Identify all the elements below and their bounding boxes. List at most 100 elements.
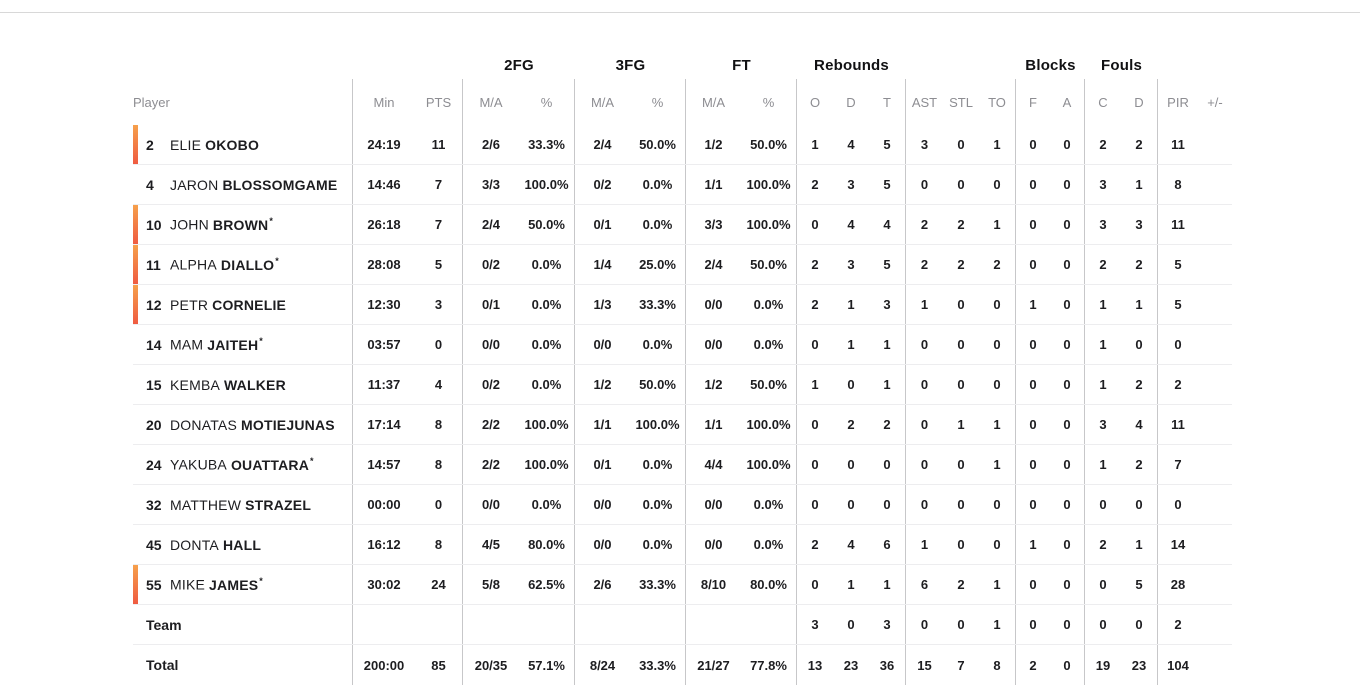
stat-cell-reb-t: 1 xyxy=(869,365,906,404)
stat-cell-pts: 24 xyxy=(415,565,463,604)
stat-cell-pir: 5 xyxy=(1174,257,1182,272)
stat-cell-stl: 7 xyxy=(957,657,965,673)
stat-cell-reb-d: 1 xyxy=(847,337,855,352)
player-name: ALPHA DIALLO* xyxy=(170,256,279,273)
stat-cell-2fg-ma: 0/0 xyxy=(481,337,501,352)
stat-cell-ft-pct: 50.0% xyxy=(741,125,797,164)
row-label-cell: Total xyxy=(133,645,353,685)
stat-cell-reb-o: 2 xyxy=(811,297,819,312)
player-cell: 20 DONATAS MOTIEJUNAS xyxy=(133,405,353,444)
stat-cell-plusminus xyxy=(1198,125,1232,164)
stat-cell-2fg-pct: 0.0% xyxy=(519,485,575,524)
stat-cell-pir: 104 xyxy=(1167,657,1189,673)
stat-cell-ft-pct: 80.0% xyxy=(741,565,797,604)
stat-cell-reb-t: 5 xyxy=(869,245,906,284)
stat-cell-ft-ma: 1/1 xyxy=(704,177,723,192)
stat-cell-blk-f: 2 xyxy=(1029,657,1037,673)
stat-cell-2fg-ma: 20/35 xyxy=(474,657,508,673)
stat-cell-blk-a: 0 xyxy=(1050,325,1085,364)
stat-cell-ft-ma: 2/4 xyxy=(704,257,723,272)
col-header-2fg-pct: % xyxy=(519,79,575,125)
stat-cell-ast: 0 xyxy=(920,417,929,432)
player-cell: 2 ELIE OKOBO xyxy=(133,125,353,164)
stat-cell-pir: 2 xyxy=(1174,617,1182,632)
stat-cell-ft-pct: 0.0% xyxy=(741,285,797,324)
on-court-indicator xyxy=(133,125,138,164)
player-cell: 11 ALPHA DIALLO* xyxy=(133,245,353,284)
stat-cell-blk-a: 0 xyxy=(1050,245,1085,284)
stat-cell-to: 1 xyxy=(979,565,1016,604)
player-row: 15 KEMBA WALKER 11:37 4 0/2 0.0% 1/2 50.0% 1/2 50.… xyxy=(133,365,1232,405)
stat-cell-blk-a: 0 xyxy=(1050,645,1085,685)
stat-cell-stl: 0 xyxy=(957,537,965,552)
stat-cell-pts: 0 xyxy=(415,485,463,524)
stat-cell-pir: 11 xyxy=(1171,417,1185,432)
stat-cell-foul-c: 2 xyxy=(1099,537,1107,552)
stat-cell-blk-f: 0 xyxy=(1029,497,1037,512)
col-header-to: TO xyxy=(979,79,1016,125)
stat-cell-ast: 0 xyxy=(920,497,929,512)
stat-cell-2fg-pct: 0.0% xyxy=(519,325,575,364)
stat-cell-ast: 0 xyxy=(920,177,929,192)
on-court-indicator xyxy=(133,565,138,604)
stat-cell-3fg-ma: 1/1 xyxy=(593,417,612,432)
stat-cell-reb-o: 0 xyxy=(811,577,819,592)
stat-cell-reb-d: 0 xyxy=(847,617,855,632)
stat-cell-blk-f: 0 xyxy=(1029,337,1037,352)
stat-cell-pir: 14 xyxy=(1170,537,1186,552)
stat-cell-pts: 5 xyxy=(415,245,463,284)
stat-cell-pts: 3 xyxy=(415,285,463,324)
stat-cell-ast: 1 xyxy=(920,537,929,552)
stat-cell-foul-d: 3 xyxy=(1121,205,1158,244)
stat-cell-foul-c: 3 xyxy=(1099,177,1107,192)
stat-cell-2fg-pct xyxy=(519,605,575,644)
stat-cell-reb-t: 6 xyxy=(869,525,906,564)
starter-mark: * xyxy=(310,456,314,467)
stat-cell-plusminus xyxy=(1198,605,1232,644)
player-row: 32 MATTHEW STRAZEL 00:00 0 0/0 0.0% 0/0 0.0% 0/0 0… xyxy=(133,485,1232,525)
stat-cell-reb-o: 0 xyxy=(811,457,819,472)
stat-cell-ast: 6 xyxy=(920,577,929,592)
stat-cell-blk-a: 0 xyxy=(1050,405,1085,444)
stat-cell-3fg-ma: 0/2 xyxy=(593,177,612,192)
stat-cell-to: 1 xyxy=(979,445,1016,484)
stat-cell-to: 0 xyxy=(979,485,1016,524)
col-header-reb-o: O xyxy=(809,94,821,110)
col-header-reb-d: D xyxy=(846,94,856,110)
player-row: 11 ALPHA DIALLO* 28:08 5 0/2 0.0% 1/4 25.0% 2/4 50… xyxy=(133,245,1232,285)
stat-cell-3fg-pct: 33.3% xyxy=(630,565,686,604)
on-court-indicator xyxy=(133,205,138,244)
col-header-ast: AST xyxy=(911,94,938,110)
stat-cell-2fg-ma: 2/2 xyxy=(481,417,501,432)
stat-cell-reb-d: 0 xyxy=(847,377,855,392)
stat-cell-ft-ma: 0/0 xyxy=(704,297,723,312)
player-row: 24 YAKUBA OUATTARA* 14:57 8 2/2 100.0% 0/1 0.0% 4… xyxy=(133,445,1232,485)
stat-cell-plusminus xyxy=(1198,205,1232,244)
group-header-fouls: Fouls xyxy=(1101,56,1142,74)
jersey-number: 14 xyxy=(146,336,162,353)
stat-cell-min: 26:18 xyxy=(367,217,401,232)
stat-cell-reb-d: 23 xyxy=(843,657,859,673)
col-header-ft-pct: % xyxy=(741,79,797,125)
stat-cell-2fg-pct: 0.0% xyxy=(519,285,575,324)
stat-cell-pts: 11 xyxy=(415,125,463,164)
player-name: JARON BLOSSOMGAME xyxy=(170,176,338,193)
stat-cell-blk-f: 1 xyxy=(1029,537,1037,552)
stat-cell-3fg-pct: 25.0% xyxy=(630,245,686,284)
stat-cell-min: 30:02 xyxy=(367,577,401,592)
stat-cell-reb-o: 1 xyxy=(811,137,819,152)
player-name: MIKE JAMES* xyxy=(170,576,263,593)
player-cell: 12 PETR CORNELIE xyxy=(133,285,353,324)
stat-cell-min: 200:00 xyxy=(363,657,405,673)
col-header-pir: PIR xyxy=(1167,94,1189,110)
stat-cell-ft-pct: 100.0% xyxy=(741,445,797,484)
stat-cell-reb-t: 1 xyxy=(869,565,906,604)
col-header-reb-t: T xyxy=(869,79,906,125)
stat-cell-min: 00:00 xyxy=(367,497,401,512)
stat-cell-foul-d: 0 xyxy=(1121,485,1158,524)
stat-cell-blk-a: 0 xyxy=(1050,605,1085,644)
stat-cell-min: 14:46 xyxy=(367,177,401,192)
stat-cell-plusminus xyxy=(1198,245,1232,284)
stat-cell-blk-a: 0 xyxy=(1050,525,1085,564)
stat-cell-ft-pct: 0.0% xyxy=(741,485,797,524)
